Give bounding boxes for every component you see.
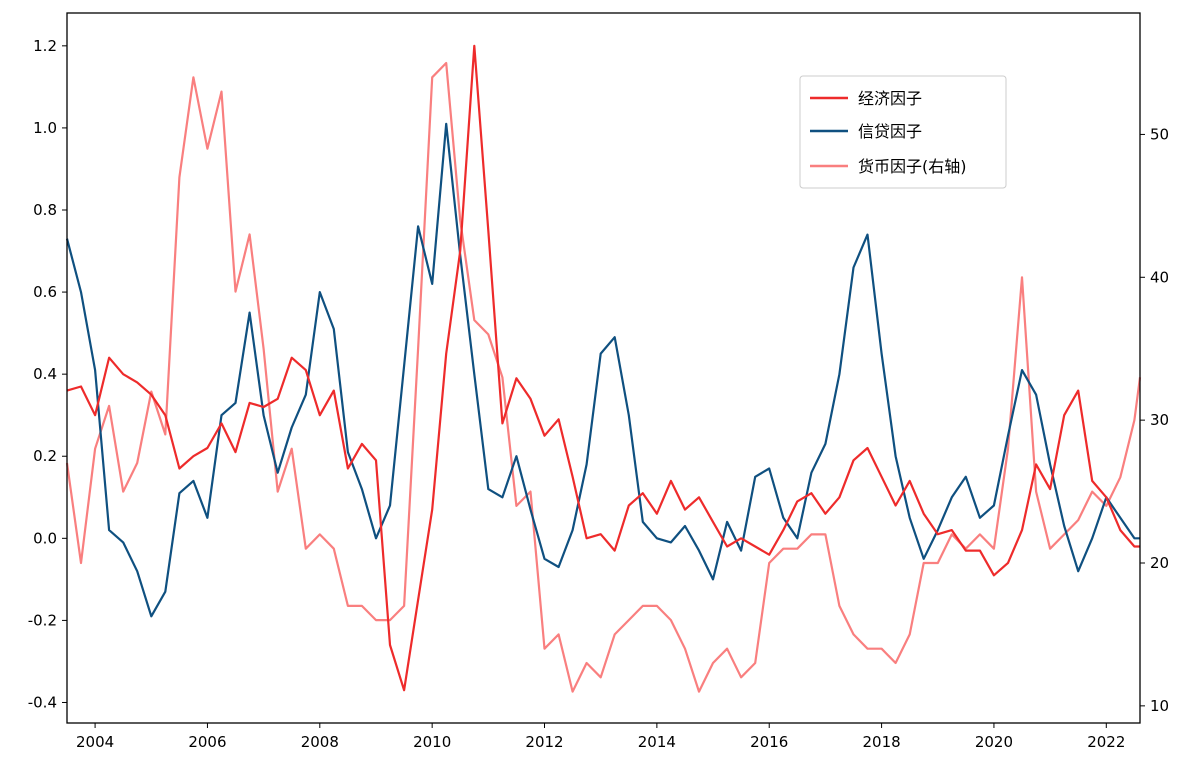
x-tick-label: 2004	[76, 733, 114, 751]
y-left-tick-label: 0.8	[33, 201, 57, 219]
y-left-tick-label: 1.2	[33, 37, 57, 55]
x-tick-label: 2016	[750, 733, 788, 751]
legend-label-series-0: 经济因子	[858, 89, 922, 108]
y-left-tick-label: 1.0	[33, 119, 57, 137]
y-left-tick-label: 0.2	[33, 447, 57, 465]
legend: 经济因子 信贷因子 货币因子(右轴)	[799, 75, 1007, 189]
plot-frame	[66, 12, 1141, 724]
legend-box	[799, 75, 1007, 189]
legend-label-series-2: 货币因子(右轴)	[858, 157, 967, 176]
y-left-tick-label: -0.2	[28, 611, 57, 629]
series-line-0	[66, 44, 1140, 692]
x-tick-label: 2022	[1087, 733, 1125, 751]
series-line-2	[65, 61, 1142, 693]
y-axis-right: 10 20 30 40 50	[1140, 125, 1169, 715]
x-tick-label: 2020	[975, 733, 1013, 751]
y-left-tick-label: 0.0	[33, 529, 57, 547]
x-tick-label: 2012	[525, 733, 563, 751]
series-line-1	[65, 122, 1140, 618]
x-axis: 2004 2006 2008 2010 2012 2014 2016 2018 2020 2022	[76, 723, 1125, 751]
x-tick-label: 2010	[413, 733, 451, 751]
x-tick-label: 2014	[638, 733, 676, 751]
y-left-tick-label: -0.4	[28, 693, 57, 711]
y-right-tick-label: 50	[1150, 125, 1169, 143]
x-tick-label: 2006	[188, 733, 226, 751]
y-right-tick-label: 20	[1150, 554, 1169, 572]
y-right-tick-label: 40	[1150, 268, 1169, 286]
x-tick-label: 2018	[862, 733, 900, 751]
legend-label-series-1: 信贷因子	[858, 122, 922, 141]
x-tick-label: 2008	[301, 733, 339, 751]
y-right-tick-label: 10	[1150, 697, 1169, 715]
y-axis-left: -0.4 -0.2 0.0 0.2 0.4 0.6 0.8 1.0 1.2	[28, 37, 67, 711]
y-right-tick-label: 30	[1150, 411, 1169, 429]
y-left-tick-label: 0.6	[33, 283, 57, 301]
y-left-tick-label: 0.4	[33, 365, 57, 383]
series-layer	[65, 44, 1142, 693]
